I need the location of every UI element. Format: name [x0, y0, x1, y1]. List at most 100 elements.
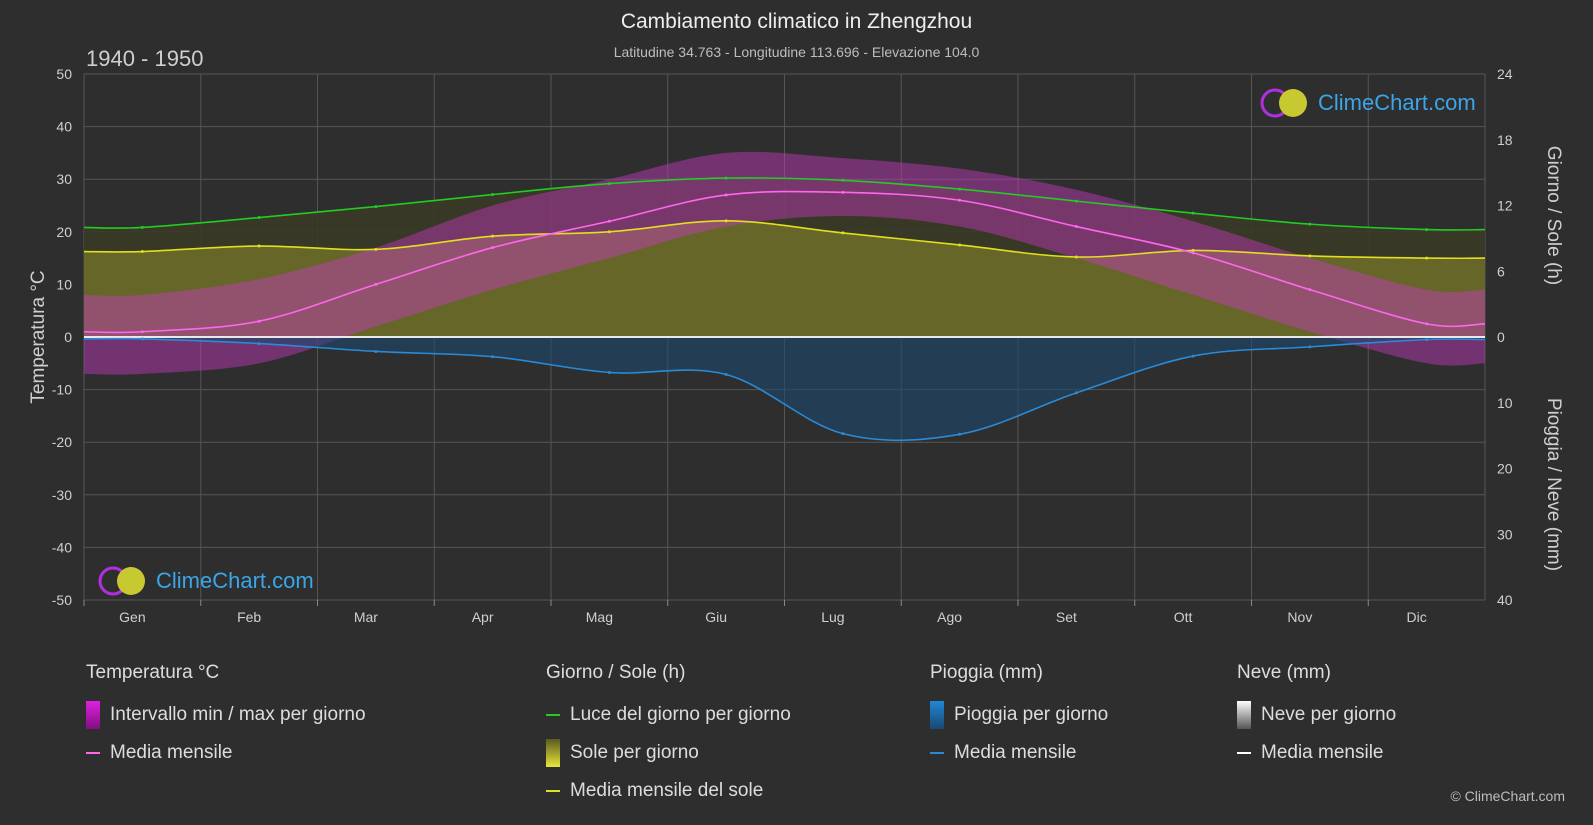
legend-item: Media mensile [930, 734, 1108, 772]
legend-head: Giorno / Sole (h) [546, 662, 686, 683]
month-label: Feb [237, 609, 261, 625]
data-point [140, 250, 144, 254]
legend-item: Pioggia per giorno [930, 696, 1108, 734]
legend-swatch [1237, 701, 1251, 729]
data-point [1191, 211, 1195, 215]
data-point [841, 178, 845, 182]
legend-item: Intervallo min / max per giorno [86, 696, 366, 734]
data-point [374, 205, 378, 209]
logo-text: ClimeChart.com [156, 568, 314, 593]
data-point [958, 432, 962, 436]
tick-label-left: 0 [64, 329, 72, 345]
legend-head: Pioggia (mm) [930, 662, 1043, 683]
legend-item: Media mensile [1237, 734, 1396, 772]
legend-swatch [546, 790, 560, 792]
data-point [958, 243, 962, 247]
tick-label-left: 10 [56, 276, 72, 292]
data-point [257, 319, 261, 323]
month-label: Apr [472, 609, 494, 625]
month-label: Mag [586, 609, 613, 625]
data-point [1074, 255, 1078, 259]
legend-label: Neve per giorno [1261, 704, 1397, 725]
data-point [724, 219, 728, 223]
logo-icon [1260, 88, 1307, 118]
tick-label-left: 20 [56, 224, 72, 240]
data-point [841, 190, 845, 194]
tick-label-left: -20 [52, 434, 72, 450]
tick-label-left: -30 [52, 487, 72, 503]
legend-label: Media mensile [954, 742, 1077, 763]
legend-item: Sole per giorno [546, 734, 791, 772]
data-point [374, 247, 378, 251]
month-label: Lug [821, 609, 844, 625]
sunshine-area [84, 220, 1485, 337]
legend-label: Intervallo min / max per giorno [110, 704, 366, 725]
data-point [724, 193, 728, 197]
tick-label-right-hours: 24 [1497, 66, 1513, 82]
legend-label: Media mensile [110, 742, 233, 763]
data-point [724, 372, 728, 376]
data-point [491, 234, 495, 238]
data-point [1308, 254, 1312, 258]
legend-rain: Pioggia (mm) Pioggia per giorno Media me… [930, 662, 1108, 772]
logo-top[interactable]: ClimeChart.com [1258, 86, 1476, 120]
daylight-line [83, 177, 1486, 231]
axis-title-right-bottom: Pioggia / Neve (mm) [1543, 398, 1564, 571]
legend-label: Media mensile del sole [570, 780, 764, 801]
logo-bottom[interactable]: ClimeChart.com [96, 564, 314, 598]
data-point [1308, 288, 1312, 292]
data-point [841, 231, 845, 235]
month-label: Nov [1287, 609, 1312, 625]
legend-swatch [86, 701, 100, 729]
tick-label-left: 30 [56, 171, 72, 187]
legend-item: Media mensile del sole [546, 772, 791, 810]
legend-temperature: Temperatura °C Intervallo min / max per … [86, 662, 366, 772]
month-label: Mar [354, 609, 378, 625]
legend-swatch [546, 714, 560, 716]
data-point [607, 230, 611, 234]
legend-swatch [546, 739, 560, 767]
tick-label-right-hours: 18 [1497, 132, 1513, 148]
data-point [607, 219, 611, 223]
legend-snow: Neve (mm) Neve per giorno Media mensile [1237, 662, 1396, 772]
copyright: © ClimeChart.com [1450, 788, 1565, 804]
data-point [1308, 345, 1312, 349]
legend-head: Neve (mm) [1237, 662, 1331, 683]
data-point [1191, 354, 1195, 358]
data-point [257, 244, 261, 248]
data-point [491, 193, 495, 197]
legend-label: Luce del giorno per giorno [570, 704, 791, 725]
legend-item: Neve per giorno [1237, 696, 1396, 734]
logo-text: ClimeChart.com [1318, 90, 1476, 115]
legend-label: Sole per giorno [570, 742, 699, 763]
tick-label-left: 40 [56, 119, 72, 135]
data-point [491, 246, 495, 250]
data-point [1308, 222, 1312, 226]
axis-title-right-top: Giorno / Sole (h) [1543, 146, 1564, 285]
data-point [841, 432, 845, 436]
chart-subtitle: Latitudine 34.763 - Longitudine 113.696 … [613, 44, 980, 60]
data-point [1425, 322, 1429, 326]
data-point [257, 342, 261, 346]
data-point [491, 355, 495, 359]
data-point [257, 216, 261, 220]
data-point [1074, 199, 1078, 203]
data-point [374, 349, 378, 353]
data-point [958, 198, 962, 202]
tick-label-left: 50 [56, 66, 72, 82]
tick-label-right-hours: 6 [1497, 263, 1505, 279]
data-point [1074, 225, 1078, 229]
tick-label-right-hours: 0 [1497, 329, 1505, 345]
data-point [1425, 256, 1429, 260]
axis-title-left: Temperatura °C [28, 270, 49, 403]
month-label: Ott [1174, 609, 1193, 625]
tick-label-left: -40 [52, 539, 72, 555]
data-point [1425, 338, 1429, 342]
legend-swatch [930, 752, 944, 754]
sunshine-mean-line [83, 220, 1486, 260]
legend-swatch [86, 752, 100, 754]
data-point [724, 176, 728, 180]
data-point [607, 182, 611, 186]
legend-swatch [930, 701, 944, 729]
data-point [607, 371, 611, 375]
